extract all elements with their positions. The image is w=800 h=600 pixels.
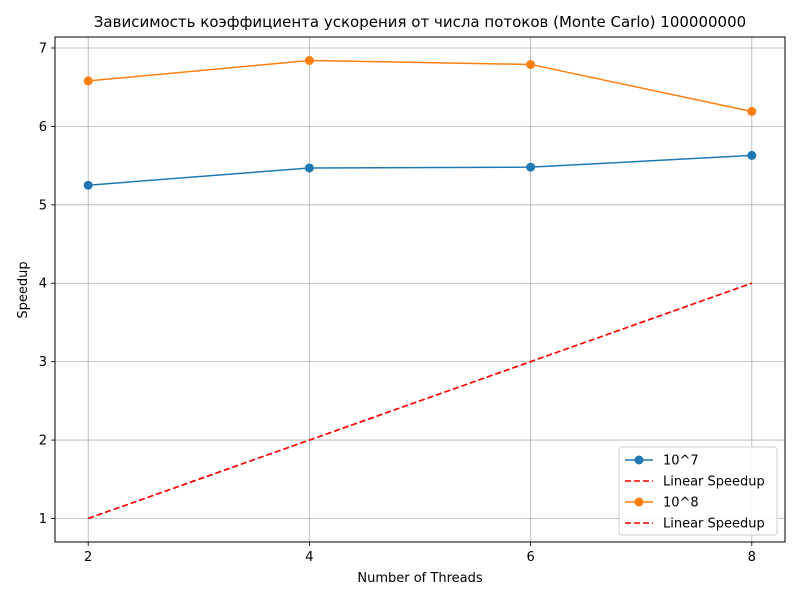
legend-label: 10^8 xyxy=(663,496,699,511)
x-tick-label: 2 xyxy=(84,550,92,565)
data-point xyxy=(526,59,536,69)
data-point xyxy=(83,76,93,86)
plot-frame xyxy=(54,36,786,543)
legend: 10^7 Linear Speedup 10^8 Linear Speedup xyxy=(618,446,778,536)
y-tick-label: 3 xyxy=(39,355,47,370)
ticks: 2 4 6 8 1 2 3 4 5 6 7 xyxy=(39,41,756,565)
x-tick-label: 4 xyxy=(305,550,313,565)
y-tick-label: 7 xyxy=(39,41,47,56)
x-tick-label: 6 xyxy=(526,550,534,565)
data-point xyxy=(83,180,93,190)
series-layer xyxy=(83,56,757,520)
y-tick-label: 4 xyxy=(39,277,47,292)
legend-label: 10^7 xyxy=(663,454,699,469)
legend-label: Linear Speedup xyxy=(663,475,765,490)
data-point xyxy=(526,162,536,172)
grid xyxy=(55,37,785,542)
data-point xyxy=(304,56,314,66)
legend-box xyxy=(618,446,778,536)
chart-title: Зависимость коэффициента ускорения от чи… xyxy=(94,13,746,31)
y-tick-label: 5 xyxy=(39,198,47,213)
legend-marker xyxy=(634,455,644,465)
x-axis-label: Number of Threads xyxy=(357,571,482,586)
series-line-0 xyxy=(88,154,752,186)
data-point xyxy=(304,163,314,173)
y-tick-label: 1 xyxy=(39,512,47,527)
data-point xyxy=(747,150,757,160)
legend-marker xyxy=(634,497,644,507)
data-point xyxy=(747,106,757,116)
y-tick-label: 6 xyxy=(39,120,47,135)
y-axis-label: Speedup xyxy=(16,261,31,318)
x-tick-label: 8 xyxy=(748,550,756,565)
legend-label: Linear Speedup xyxy=(663,517,765,532)
series-line-2 xyxy=(88,59,752,113)
y-tick-label: 2 xyxy=(39,434,47,449)
series-line-3 xyxy=(87,282,753,520)
